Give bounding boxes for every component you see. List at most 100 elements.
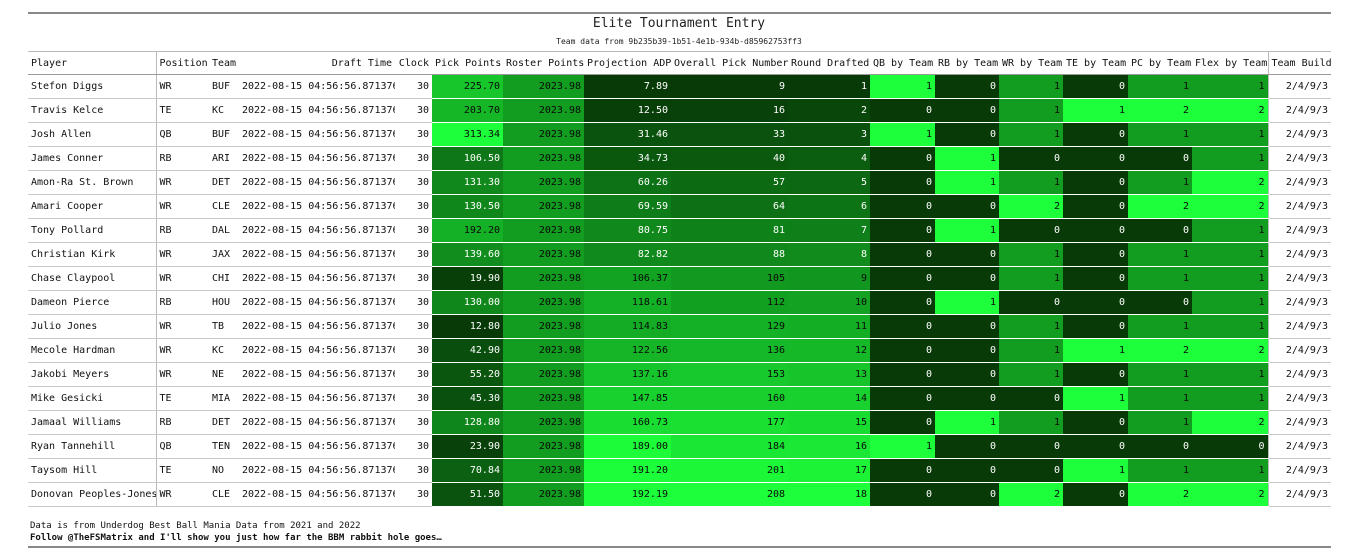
cell-pick-points: 55.20 bbox=[432, 362, 503, 387]
cell-roster-points: 2023.98 bbox=[503, 242, 584, 267]
column-header-flex-by-team: Flex by Team bbox=[1192, 51, 1268, 75]
cell-qb-by-team: 0 bbox=[870, 314, 935, 339]
cell-clock: 30 bbox=[395, 458, 432, 483]
table-body: Stefon Diggs WR BUF 2022-08-15 04:56:56.871… bbox=[28, 74, 1331, 507]
cell-flex-by-team: 1 bbox=[1192, 266, 1268, 291]
cell-team: KC bbox=[209, 338, 239, 363]
cell-overall-pick-number: 112 bbox=[671, 290, 788, 315]
table-subtitle: Team data from 9b235b39-1b51-4e1b-934b-d… bbox=[556, 37, 802, 46]
cell-rb-by-team: 0 bbox=[935, 266, 999, 291]
cell-wr-by-team: 2 bbox=[999, 194, 1063, 219]
footer-source-note: Data is from Underdog Best Ball Mania Da… bbox=[30, 521, 361, 531]
cell-round-drafted: 11 bbox=[788, 314, 870, 339]
cell-rb-by-team: 1 bbox=[935, 290, 999, 315]
cell-team: TEN bbox=[209, 434, 239, 459]
table-row: Stefon Diggs WR BUF 2022-08-15 04:56:56.871… bbox=[28, 74, 1331, 99]
cell-team: CHI bbox=[209, 266, 239, 291]
table-row: Mecole Hardman WR KC 2022-08-15 04:56:56.87… bbox=[28, 338, 1331, 363]
cell-flex-by-team: 1 bbox=[1192, 314, 1268, 339]
cell-flex-by-team: 2 bbox=[1192, 194, 1268, 219]
cell-flex-by-team: 1 bbox=[1192, 458, 1268, 483]
cell-team-build: 2/4/9/3 bbox=[1267, 458, 1331, 483]
cell-projection-adp: 80.75 bbox=[584, 218, 671, 243]
cell-team: BUF bbox=[209, 74, 239, 99]
cell-pc-by-team: 1 bbox=[1128, 74, 1192, 99]
cell-pc-by-team: 0 bbox=[1128, 146, 1192, 171]
cell-round-drafted: 2 bbox=[788, 98, 870, 123]
cell-position: RB bbox=[156, 146, 209, 171]
cell-overall-pick-number: 64 bbox=[671, 194, 788, 219]
cell-draft-time: 2022-08-15 04:56:56.871376 bbox=[239, 290, 395, 315]
cell-rb-by-team: 0 bbox=[935, 362, 999, 387]
table-row: Jakobi Meyers WR NE 2022-08-15 04:56:56.871… bbox=[28, 362, 1331, 387]
cell-wr-by-team: 1 bbox=[999, 410, 1063, 435]
cell-te-by-team: 0 bbox=[1063, 482, 1128, 507]
column-header-clock: Clock bbox=[395, 51, 432, 75]
cell-projection-adp: 82.82 bbox=[584, 242, 671, 267]
cell-roster-points: 2023.98 bbox=[503, 362, 584, 387]
cell-pc-by-team: 1 bbox=[1128, 458, 1192, 483]
cell-roster-points: 2023.98 bbox=[503, 146, 584, 171]
cell-qb-by-team: 1 bbox=[870, 434, 935, 459]
table-row: Ryan Tannehill QB TEN 2022-08-15 04:56:56.8… bbox=[28, 434, 1331, 459]
cell-draft-time: 2022-08-15 04:56:56.871376 bbox=[239, 410, 395, 435]
table-row: Chase Claypool WR CHI 2022-08-15 04:56:56.8… bbox=[28, 266, 1331, 291]
cell-pick-points: 203.70 bbox=[432, 98, 503, 123]
cell-projection-adp: 7.89 bbox=[584, 74, 671, 99]
cell-projection-adp: 189.00 bbox=[584, 434, 671, 459]
cell-player: Jakobi Meyers bbox=[28, 362, 157, 387]
cell-pick-points: 19.90 bbox=[432, 266, 503, 291]
cell-team: MIA bbox=[209, 386, 239, 411]
cell-position: RB bbox=[156, 218, 209, 243]
cell-flex-by-team: 1 bbox=[1192, 146, 1268, 171]
cell-rb-by-team: 0 bbox=[935, 242, 999, 267]
cell-wr-by-team: 1 bbox=[999, 122, 1063, 147]
cell-round-drafted: 1 bbox=[788, 74, 870, 99]
cell-te-by-team: 0 bbox=[1063, 74, 1128, 99]
cell-position: QB bbox=[156, 434, 209, 459]
cell-projection-adp: 160.73 bbox=[584, 410, 671, 435]
cell-te-by-team: 1 bbox=[1063, 98, 1128, 123]
cell-flex-by-team: 2 bbox=[1192, 98, 1268, 123]
cell-pick-points: 106.50 bbox=[432, 146, 503, 171]
cell-rb-by-team: 1 bbox=[935, 218, 999, 243]
column-header-pick-points: Pick Points bbox=[432, 51, 503, 75]
cell-roster-points: 2023.98 bbox=[503, 434, 584, 459]
cell-clock: 30 bbox=[395, 74, 432, 99]
cell-rb-by-team: 0 bbox=[935, 338, 999, 363]
cell-draft-time: 2022-08-15 04:56:56.871376 bbox=[239, 218, 395, 243]
cell-roster-points: 2023.98 bbox=[503, 386, 584, 411]
cell-team-build: 2/4/9/3 bbox=[1267, 146, 1331, 171]
cell-draft-time: 2022-08-15 04:56:56.871376 bbox=[239, 170, 395, 195]
cell-rb-by-team: 0 bbox=[935, 314, 999, 339]
table-row: Josh Allen QB BUF 2022-08-15 04:56:56.87137… bbox=[28, 122, 1331, 147]
cell-team-build: 2/4/9/3 bbox=[1267, 386, 1331, 411]
cell-flex-by-team: 2 bbox=[1192, 410, 1268, 435]
cell-round-drafted: 7 bbox=[788, 218, 870, 243]
cell-overall-pick-number: 177 bbox=[671, 410, 788, 435]
cell-rb-by-team: 0 bbox=[935, 386, 999, 411]
cell-draft-time: 2022-08-15 04:56:56.871376 bbox=[239, 242, 395, 267]
table-row: Amari Cooper WR CLE 2022-08-15 04:56:56.871… bbox=[28, 194, 1331, 219]
cell-pick-points: 130.00 bbox=[432, 290, 503, 315]
cell-position: WR bbox=[156, 314, 209, 339]
cell-position: QB bbox=[156, 122, 209, 147]
cell-te-by-team: 0 bbox=[1063, 194, 1128, 219]
cell-roster-points: 2023.98 bbox=[503, 410, 584, 435]
cell-pc-by-team: 2 bbox=[1128, 194, 1192, 219]
cell-pc-by-team: 2 bbox=[1128, 98, 1192, 123]
cell-overall-pick-number: 33 bbox=[671, 122, 788, 147]
cell-pc-by-team: 1 bbox=[1128, 266, 1192, 291]
cell-flex-by-team: 1 bbox=[1192, 74, 1268, 99]
column-header-draft-time: Draft Time bbox=[239, 51, 395, 75]
cell-draft-time: 2022-08-15 04:56:56.871376 bbox=[239, 386, 395, 411]
cell-qb-by-team: 0 bbox=[870, 218, 935, 243]
cell-team-build: 2/4/9/3 bbox=[1267, 242, 1331, 267]
cell-clock: 30 bbox=[395, 482, 432, 507]
cell-team: ARI bbox=[209, 146, 239, 171]
cell-player: Donovan Peoples-Jones bbox=[28, 482, 157, 507]
table-header: Player Position Team Draft Time Clock Pick Po… bbox=[28, 51, 1331, 75]
cell-clock: 30 bbox=[395, 362, 432, 387]
cell-roster-points: 2023.98 bbox=[503, 338, 584, 363]
cell-projection-adp: 12.50 bbox=[584, 98, 671, 123]
